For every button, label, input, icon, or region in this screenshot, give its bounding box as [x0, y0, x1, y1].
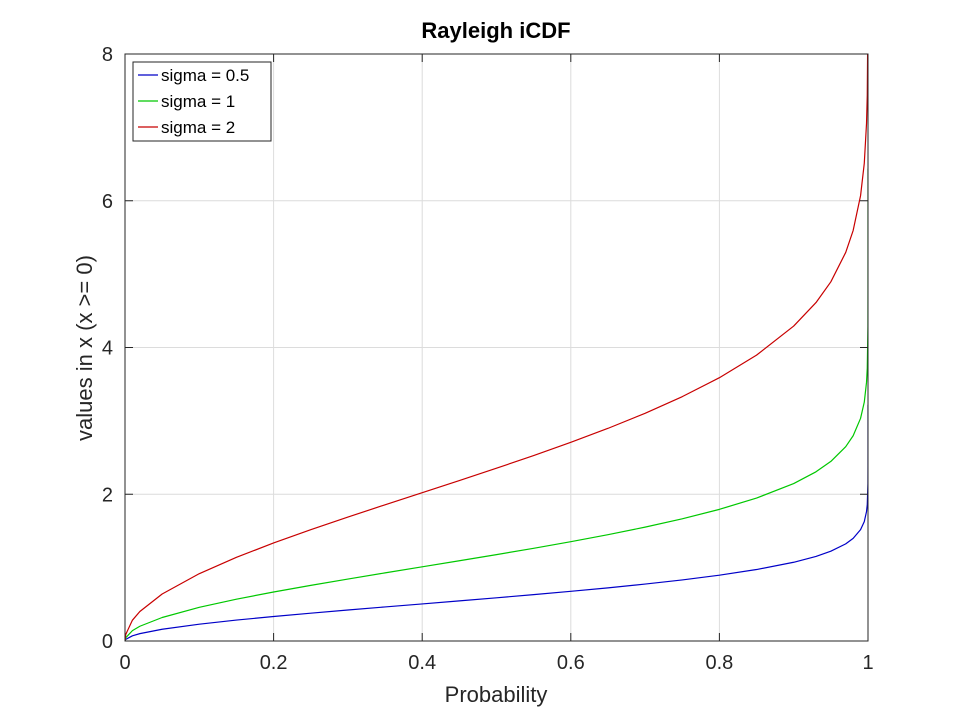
series-line-1 — [125, 404, 868, 641]
y-tick-label: 6 — [102, 191, 113, 213]
y-tick-label: 8 — [102, 44, 113, 66]
tick-marks — [124, 53, 869, 642]
tick-labels: 0 0.2 0.4 0.6 0.8 1 0 2 4 6 8 — [102, 44, 874, 674]
x-tick-label: 0.2 — [260, 652, 288, 674]
chart-title: Rayleigh iCDF — [421, 18, 570, 43]
y-tick-label: 2 — [102, 484, 113, 506]
x-axis-label: Probability — [445, 682, 548, 707]
y-tick-label: 4 — [102, 338, 113, 360]
series-line-3 — [125, 54, 868, 641]
legend-label-3: sigma = 2 — [161, 118, 235, 137]
x-tick-label: 0.4 — [408, 652, 436, 674]
series-line-2 — [125, 168, 868, 641]
legend: sigma = 0.5 sigma = 1 sigma = 2 — [132, 61, 272, 142]
legend-label-1: sigma = 0.5 — [161, 66, 249, 85]
y-tick-label: 0 — [102, 631, 113, 653]
x-tick-label: 0.8 — [705, 652, 733, 674]
y-axis-label: values in x (x >= 0) — [72, 255, 97, 441]
x-tick-label: 0.6 — [557, 652, 585, 674]
legend-label-2: sigma = 1 — [161, 92, 235, 111]
x-tick-label: 1 — [862, 652, 873, 674]
x-tick-label: 0 — [119, 652, 130, 674]
series-layer — [125, 54, 868, 641]
